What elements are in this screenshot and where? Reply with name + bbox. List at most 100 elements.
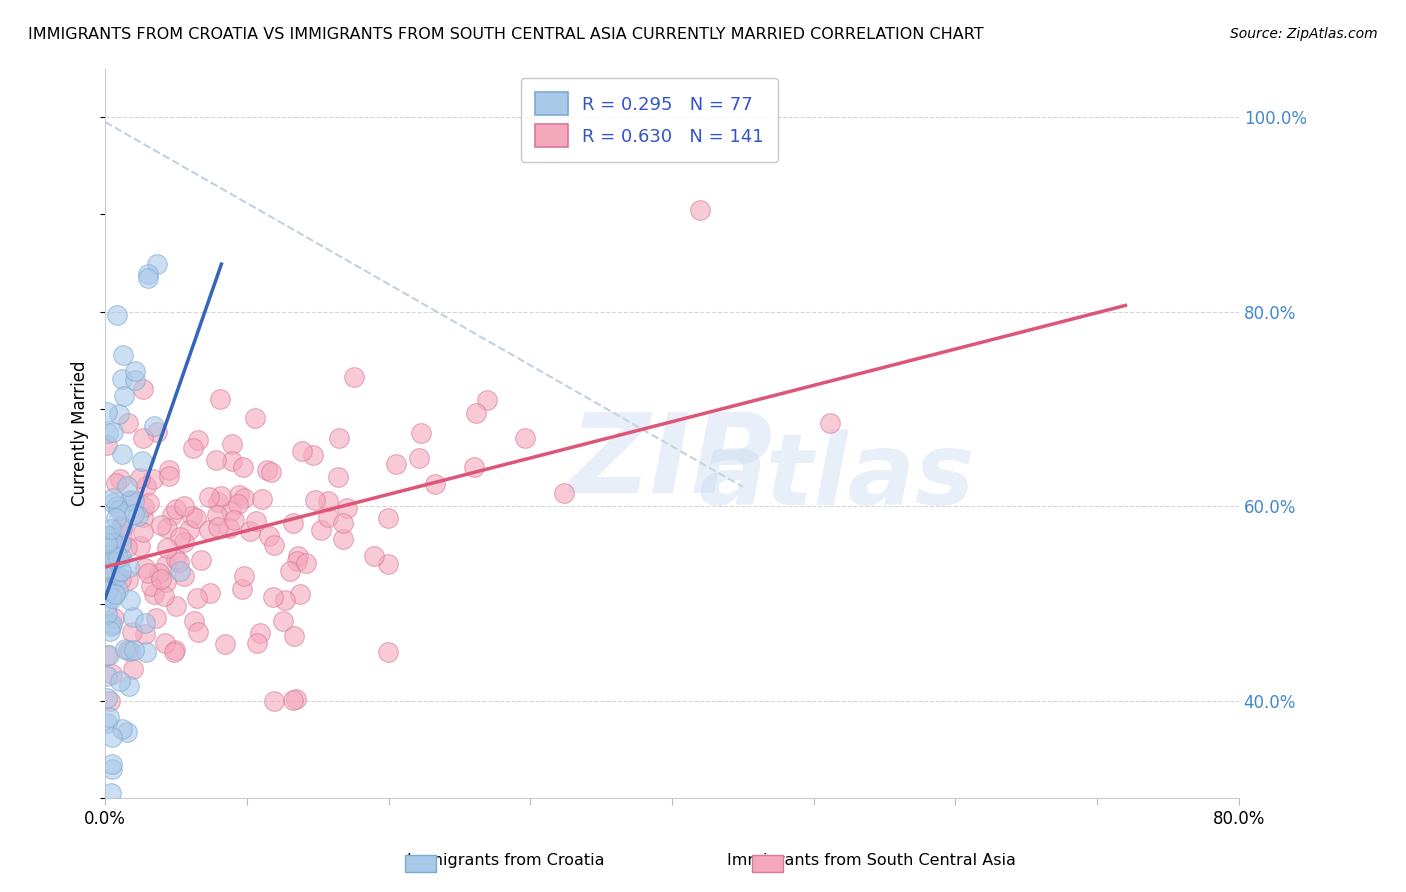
Point bbox=[302, 449, 325, 463]
Point bbox=[187, 433, 209, 447]
Point bbox=[165, 643, 187, 657]
Point bbox=[278, 564, 301, 578]
Point bbox=[283, 629, 305, 643]
Point bbox=[173, 499, 195, 513]
Point bbox=[231, 582, 253, 597]
Point bbox=[98, 547, 121, 561]
Point bbox=[281, 693, 304, 707]
Point bbox=[132, 525, 155, 540]
Point bbox=[100, 667, 122, 681]
Point bbox=[169, 564, 191, 578]
Point bbox=[169, 530, 191, 544]
Point bbox=[153, 589, 176, 603]
Point bbox=[231, 459, 253, 474]
Point bbox=[104, 566, 127, 580]
Point bbox=[96, 669, 118, 683]
Point bbox=[104, 587, 127, 601]
Text: Immigrants from Croatia: Immigrants from Croatia bbox=[408, 854, 605, 868]
Point bbox=[134, 500, 156, 514]
Point bbox=[274, 593, 297, 607]
Point bbox=[157, 469, 180, 483]
Point bbox=[115, 479, 138, 493]
Point bbox=[97, 529, 120, 543]
Point bbox=[291, 443, 314, 458]
Point bbox=[224, 513, 246, 527]
Point bbox=[385, 457, 408, 471]
Point bbox=[689, 202, 711, 217]
Point bbox=[186, 591, 208, 606]
Point bbox=[198, 523, 221, 537]
Point bbox=[148, 566, 170, 581]
Point bbox=[177, 523, 200, 537]
Point bbox=[252, 492, 274, 507]
Point bbox=[101, 491, 124, 505]
Point bbox=[211, 489, 233, 503]
Point bbox=[131, 454, 153, 468]
Point bbox=[107, 569, 129, 583]
Point bbox=[120, 494, 142, 508]
Point bbox=[96, 691, 118, 706]
Point bbox=[96, 715, 118, 730]
Point bbox=[121, 661, 143, 675]
Point bbox=[96, 648, 118, 662]
Point bbox=[157, 463, 180, 477]
Point bbox=[186, 624, 208, 639]
Point bbox=[271, 614, 294, 628]
Point bbox=[98, 710, 121, 724]
Point bbox=[96, 529, 118, 543]
Point bbox=[221, 437, 243, 451]
Point bbox=[160, 508, 183, 522]
Point bbox=[110, 722, 132, 736]
Point bbox=[100, 522, 122, 536]
Point bbox=[110, 519, 132, 533]
Point bbox=[124, 373, 146, 387]
Point bbox=[127, 508, 149, 523]
Point bbox=[97, 426, 120, 441]
Point bbox=[153, 636, 176, 650]
Point bbox=[110, 572, 132, 586]
Point bbox=[122, 610, 145, 624]
Point bbox=[246, 636, 269, 650]
Point bbox=[107, 583, 129, 598]
Point bbox=[221, 454, 243, 468]
Point bbox=[186, 511, 208, 525]
Point bbox=[180, 509, 202, 524]
Point bbox=[101, 591, 124, 606]
Point bbox=[239, 524, 262, 539]
Point bbox=[288, 587, 311, 601]
Point bbox=[245, 411, 267, 425]
Point bbox=[142, 471, 165, 485]
Point bbox=[343, 369, 366, 384]
Point bbox=[96, 535, 118, 549]
Point bbox=[111, 519, 134, 533]
Point bbox=[475, 392, 498, 407]
Point bbox=[336, 500, 359, 515]
Point bbox=[124, 364, 146, 378]
Point bbox=[553, 486, 575, 500]
Point bbox=[155, 558, 177, 573]
Point bbox=[101, 425, 124, 440]
Point bbox=[98, 648, 121, 663]
Text: IMMIGRANTS FROM CROATIA VS IMMIGRANTS FROM SOUTH CENTRAL ASIA CURRENTLY MARRIED : IMMIGRANTS FROM CROATIA VS IMMIGRANTS FR… bbox=[28, 27, 984, 42]
Point bbox=[150, 572, 173, 586]
Point bbox=[156, 521, 179, 535]
Point bbox=[98, 694, 121, 708]
Point bbox=[108, 471, 131, 485]
Text: Source: ZipAtlas.com: Source: ZipAtlas.com bbox=[1230, 27, 1378, 41]
Point bbox=[465, 406, 488, 420]
Point bbox=[97, 582, 120, 596]
Point bbox=[233, 491, 256, 505]
Point bbox=[124, 507, 146, 521]
Point bbox=[124, 642, 146, 657]
Point bbox=[155, 575, 177, 590]
Point bbox=[103, 551, 125, 566]
Point bbox=[117, 573, 139, 587]
Point bbox=[110, 549, 132, 564]
Point bbox=[284, 692, 307, 706]
Point bbox=[100, 533, 122, 547]
Point bbox=[103, 611, 125, 625]
Point bbox=[156, 541, 179, 555]
Point bbox=[96, 438, 118, 452]
Point bbox=[134, 627, 156, 641]
Point bbox=[219, 504, 242, 518]
